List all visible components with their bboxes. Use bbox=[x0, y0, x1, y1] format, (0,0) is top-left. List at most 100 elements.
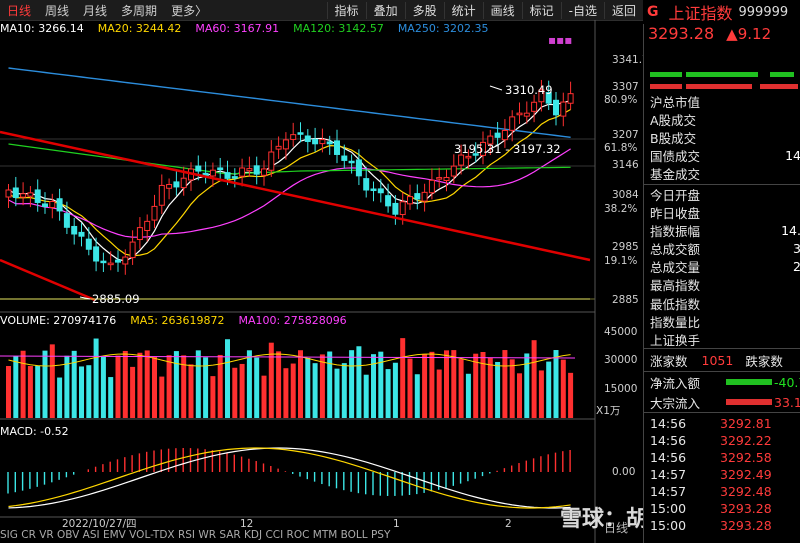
quote-row-label: 今日开盘 bbox=[650, 188, 701, 204]
candle-body bbox=[42, 203, 48, 207]
netflow-row: 净流入额 -40.7 bbox=[644, 371, 800, 392]
candle-body bbox=[392, 202, 399, 215]
candle-body bbox=[71, 225, 78, 235]
candle-body bbox=[501, 129, 508, 141]
candle-body bbox=[282, 139, 289, 150]
volume-bar bbox=[210, 376, 216, 418]
volume-bar bbox=[356, 346, 362, 418]
quote-row-label: 指数量比 bbox=[650, 314, 701, 330]
tick-price: 3293.28 bbox=[720, 501, 772, 517]
stock-code: 999999 bbox=[738, 4, 789, 20]
high-annotation: 3310.49 bbox=[505, 83, 553, 97]
volume-bar bbox=[79, 366, 84, 418]
volume-bar bbox=[6, 366, 11, 418]
quote-row-label: B股成交 bbox=[650, 130, 697, 146]
volume-bar bbox=[458, 358, 464, 418]
volume-bar bbox=[363, 374, 369, 418]
quote-row-value: 14 bbox=[785, 147, 800, 163]
candle-body bbox=[363, 178, 370, 191]
candle-body bbox=[450, 165, 457, 177]
quote-row-value: 14. bbox=[781, 223, 800, 239]
tick-time: 15:00 bbox=[650, 501, 687, 517]
volume-bar bbox=[298, 350, 303, 418]
volume-bar bbox=[400, 338, 406, 418]
candle-body bbox=[377, 188, 384, 194]
candlesticks bbox=[5, 79, 574, 275]
volume-bar bbox=[371, 354, 376, 418]
multi-stock-button[interactable]: 多股 bbox=[404, 1, 444, 19]
vol-axis-45000: 45000 bbox=[604, 326, 637, 338]
volume-bar bbox=[276, 351, 282, 418]
tick-list: 14:56 3292.81 14:56 3292.22 14:56 3292.58 14:5… bbox=[644, 412, 800, 534]
quote-row-label: 最高指数 bbox=[650, 278, 701, 294]
back-button[interactable]: 返回 bbox=[603, 1, 643, 19]
tick-row: 15:00 3293.28 bbox=[644, 500, 800, 517]
volume-bar bbox=[49, 344, 55, 418]
candle-body bbox=[348, 160, 355, 164]
overlay-button[interactable]: 叠加 bbox=[365, 1, 405, 19]
period-tab-more[interactable]: 更多〉 bbox=[171, 3, 208, 18]
volume-bar bbox=[239, 363, 245, 418]
volume-bar bbox=[480, 352, 486, 418]
candle-body bbox=[100, 260, 107, 264]
candle-body bbox=[509, 116, 516, 131]
quote-row-label: 总成交量 bbox=[650, 260, 701, 276]
candle-body bbox=[78, 231, 85, 237]
price-axis-label: 2885 bbox=[612, 294, 639, 306]
volume-bar bbox=[538, 370, 544, 418]
add-watchlist-button[interactable]: -自选 bbox=[560, 1, 604, 19]
tick-price: 3292.58 bbox=[720, 450, 772, 466]
tick-price: 3293.28 bbox=[720, 518, 772, 534]
candle-body bbox=[480, 141, 486, 156]
low-annotation: 2885.09 bbox=[92, 292, 140, 306]
indicator-tabs[interactable]: SIG CR VR OBV ASI EMV VOL-TDX RSI WR SAR… bbox=[0, 529, 391, 541]
volume-bar bbox=[305, 357, 311, 418]
vol-axis-30000: 30000 bbox=[604, 354, 637, 366]
candle-body bbox=[85, 238, 92, 250]
quote-row-label: 总成交额 bbox=[650, 242, 701, 258]
quote-row: 沪总市值 bbox=[644, 92, 800, 110]
marker-dots: ▪▪▪ bbox=[548, 33, 572, 47]
quote-row-label: 指数振幅 bbox=[650, 224, 701, 240]
quote-row: 指数量比 bbox=[644, 312, 800, 330]
period-tab-weekly[interactable]: 周线 bbox=[45, 3, 70, 18]
candle-body bbox=[122, 256, 129, 265]
volume-bar bbox=[546, 361, 552, 418]
quote-row: A股成交 bbox=[644, 110, 800, 128]
volume-bar bbox=[159, 376, 165, 418]
quote-row: 最高指数 bbox=[644, 276, 800, 294]
block-row: 大宗流入 33.1 bbox=[644, 392, 800, 412]
mark-button[interactable]: 标记 bbox=[521, 1, 561, 19]
period-tab-monthly[interactable]: 月线 bbox=[83, 3, 108, 18]
draw-line-button[interactable]: 画线 bbox=[482, 1, 522, 19]
ma10-line bbox=[8, 100, 571, 262]
volume-bar bbox=[130, 366, 136, 418]
candle-body bbox=[370, 188, 377, 192]
quote-panel: 3293.28 ▲9.12 沪总市值 A股成交 B股成交 国债成交 14 基金成交 今日开盘… bbox=[643, 24, 800, 543]
candle-body bbox=[144, 220, 151, 231]
watermark-text: 雪球：胡夫滚雪球 bbox=[560, 506, 643, 532]
indicator-button[interactable]: 指标 bbox=[326, 1, 366, 19]
volume-bar bbox=[268, 342, 274, 418]
month-2-label: 2 bbox=[505, 518, 512, 530]
statistics-button[interactable]: 统计 bbox=[443, 1, 483, 19]
candle-body bbox=[297, 132, 304, 135]
period-tab-multi[interactable]: 多周期 bbox=[121, 3, 158, 18]
volume-bar bbox=[93, 338, 99, 418]
volume-bar bbox=[568, 372, 574, 418]
quote-row-label: 最低指数 bbox=[650, 296, 701, 312]
volume-bar bbox=[495, 361, 501, 418]
volume-bar bbox=[502, 350, 508, 418]
candle-body bbox=[224, 172, 231, 179]
candle-body bbox=[465, 155, 472, 159]
ma60-line bbox=[8, 148, 571, 238]
period-tab-daily[interactable]: 日线 bbox=[7, 3, 32, 18]
block-flow-label: 大宗流入 bbox=[650, 395, 701, 411]
candle-body bbox=[290, 134, 297, 140]
tick-row: 14:56 3292.81 bbox=[644, 415, 800, 432]
mid-annotation: 3195.31 - 3197.32 bbox=[454, 142, 561, 156]
candle-body bbox=[253, 165, 260, 175]
dea-line bbox=[8, 447, 571, 509]
